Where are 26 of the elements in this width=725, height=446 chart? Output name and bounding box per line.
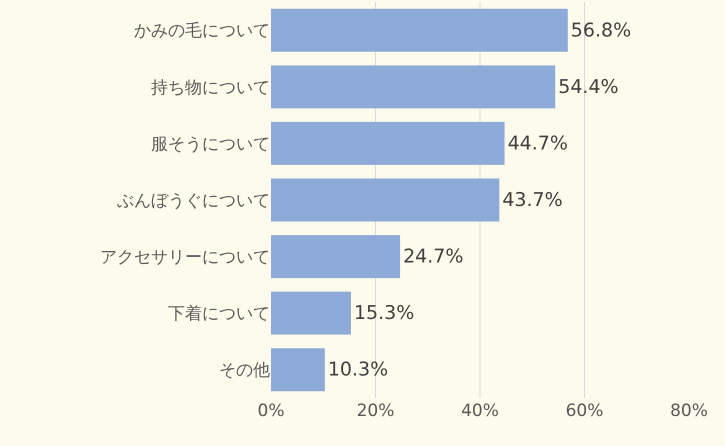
y-tick-label: 服そうについて (151, 134, 270, 154)
x-tick-label: 60% (566, 401, 604, 421)
data-label: 15.3% (354, 302, 414, 324)
data-label: 10.3% (328, 358, 388, 381)
x-tick-label: 80% (670, 401, 708, 421)
data-label: 56.8% (570, 19, 632, 42)
bar (271, 8, 568, 52)
bar (271, 178, 500, 222)
bar (271, 65, 556, 108)
x-tick-label: 0% (258, 401, 284, 421)
bar (271, 122, 505, 165)
y-tick-label: 持ち物について (151, 78, 270, 98)
data-label: 43.7% (502, 189, 563, 211)
data-label: 54.4% (558, 76, 619, 98)
y-tick-label: その他 (219, 360, 270, 381)
data-label: 44.7% (508, 132, 568, 154)
y-tick-label: かみの毛について (134, 21, 270, 42)
bar (271, 235, 400, 278)
bar (271, 348, 325, 392)
y-tick-label: ぶんぼうぐについて (117, 190, 270, 211)
y-tick-label: 下着について (168, 304, 270, 324)
y-tick-label: アクセサリーについて (100, 248, 270, 268)
x-tick-label: 40% (461, 401, 499, 421)
x-tick-label: 20% (356, 401, 394, 421)
data-label: 24.7% (403, 246, 464, 268)
bar (271, 292, 351, 335)
